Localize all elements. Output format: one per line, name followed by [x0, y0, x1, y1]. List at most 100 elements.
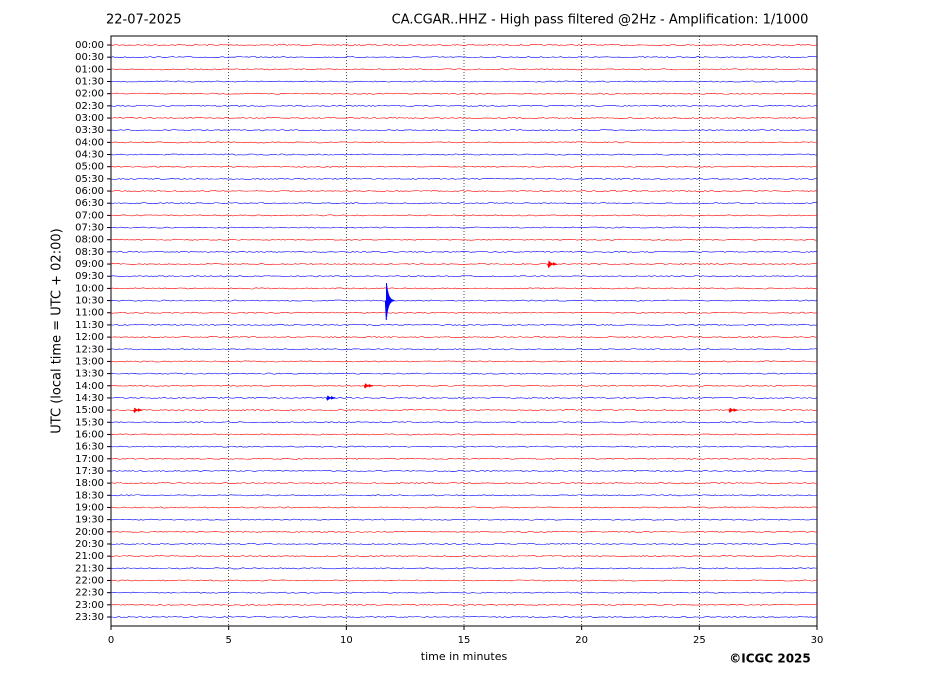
y-tick-label: 06:30	[75, 198, 104, 209]
trace	[110, 153, 818, 156]
trace	[110, 470, 818, 472]
y-tick-label: 17:00	[75, 454, 104, 465]
y-tick-label: 22:30	[75, 588, 104, 599]
trace	[110, 494, 818, 497]
y-tick-label: 20:30	[75, 539, 104, 550]
trace	[110, 263, 818, 265]
y-tick-label: 16:30	[75, 442, 104, 453]
y-tick-label: 16:00	[75, 429, 104, 440]
trace	[110, 616, 818, 618]
seismic-event	[384, 282, 395, 321]
y-tick-label: 04:00	[75, 137, 104, 148]
trace	[110, 567, 818, 570]
trace	[110, 238, 818, 241]
y-tick-label: 18:00	[75, 478, 104, 489]
trace	[110, 299, 818, 302]
y-tick-label: 09:30	[75, 271, 104, 282]
seismic-event	[133, 407, 143, 413]
trace	[110, 275, 818, 278]
trace	[110, 603, 818, 606]
trace	[110, 360, 818, 363]
x-tick-label: 0	[108, 635, 114, 646]
trace	[110, 457, 818, 460]
y-tick-label: 15:30	[75, 417, 104, 428]
y-tick-label: 06:00	[75, 186, 104, 197]
x-tick-label: 15	[458, 635, 471, 646]
trace	[110, 250, 818, 253]
date-title: 22-07-2025	[106, 13, 182, 28]
y-tick-label: 12:30	[75, 344, 104, 355]
trace	[110, 226, 818, 229]
seismic-event	[547, 260, 557, 268]
x-axis-label: time in minutes	[421, 650, 508, 663]
trace	[110, 323, 818, 326]
y-tick-label: 19:00	[75, 502, 104, 513]
trace	[110, 190, 818, 192]
y-tick-label: 00:00	[75, 40, 104, 51]
y-tick-label: 05:30	[75, 174, 104, 185]
trace	[110, 348, 818, 351]
trace	[110, 287, 818, 290]
trace	[110, 177, 818, 180]
trace	[110, 311, 818, 314]
trace	[110, 409, 818, 412]
chart-title: CA.CGAR..HHZ - High pass filtered @2Hz -…	[392, 13, 809, 28]
trace	[110, 421, 818, 424]
trace	[110, 445, 818, 448]
y-tick-label: 14:30	[75, 393, 104, 404]
x-tick-label: 5	[225, 635, 231, 646]
trace	[110, 44, 818, 46]
y-tick-label: 07:30	[75, 223, 104, 234]
credit: ©ICGC 2025	[729, 652, 811, 666]
trace	[110, 397, 818, 399]
y-tick-label: 10:30	[75, 296, 104, 307]
y-tick-label: 04:30	[75, 150, 104, 161]
y-tick-label: 11:00	[75, 308, 104, 319]
y-tick-label: 21:30	[75, 563, 104, 574]
x-tick-label: 25	[693, 635, 706, 646]
y-tick-label: 13:00	[75, 356, 104, 367]
trace	[110, 214, 818, 217]
y-tick-label: 02:30	[75, 101, 104, 112]
y-tick-label: 14:00	[75, 381, 104, 392]
y-tick-label: 01:00	[75, 64, 104, 75]
y-tick-label: 21:00	[75, 551, 104, 562]
trace	[110, 80, 818, 83]
y-tick-label: 08:00	[75, 235, 104, 246]
y-tick-label: 00:30	[75, 52, 104, 63]
y-axis-label: UTC (local time = UTC + 02:00)	[50, 228, 65, 433]
seismic-event	[363, 383, 374, 389]
trace	[110, 372, 818, 375]
trace	[110, 530, 818, 533]
trace	[110, 506, 818, 509]
y-tick-label: 23:00	[75, 600, 104, 611]
trace	[110, 482, 818, 485]
y-tick-label: 09:00	[75, 259, 104, 270]
seismic-event	[728, 407, 738, 413]
trace	[110, 543, 818, 545]
y-tick-label: 05:00	[75, 162, 104, 173]
y-tick-label: 02:00	[75, 89, 104, 100]
y-tick-label: 07:00	[75, 210, 104, 221]
y-tick-label: 10:00	[75, 283, 104, 294]
trace	[110, 579, 818, 582]
trace	[110, 104, 818, 107]
trace	[110, 165, 818, 168]
y-tick-label: 15:00	[75, 405, 104, 416]
trace	[110, 56, 818, 59]
trace	[110, 117, 818, 119]
y-tick-label: 17:30	[75, 466, 104, 477]
y-tick-label: 19:30	[75, 515, 104, 526]
trace	[110, 68, 818, 71]
trace	[110, 92, 818, 95]
y-tick-label: 03:30	[75, 125, 104, 136]
y-tick-label: 22:00	[75, 575, 104, 586]
trace	[110, 591, 818, 594]
x-tick-label: 30	[811, 635, 824, 646]
trace	[110, 202, 818, 205]
y-tick-label: 03:00	[75, 113, 104, 124]
x-tick-label: 20	[575, 635, 588, 646]
y-tick-label: 20:00	[75, 527, 104, 538]
trace	[110, 384, 818, 387]
